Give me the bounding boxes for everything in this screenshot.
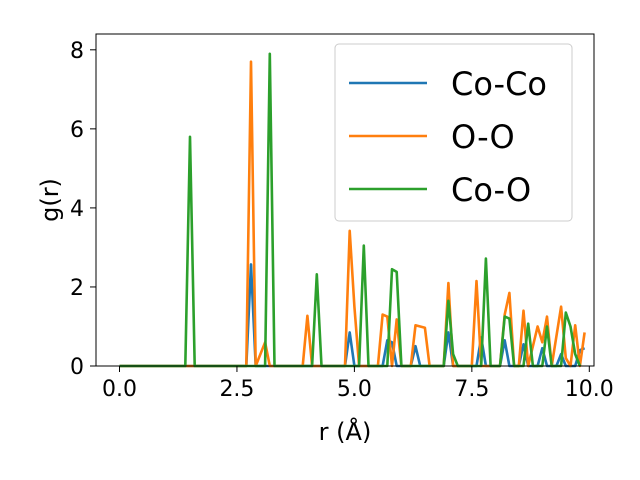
y-axis: 0 2 4 6 8 — [70, 39, 96, 380]
x-tick-label: 10.0 — [565, 377, 614, 402]
x-tick-label: 5.0 — [337, 377, 372, 402]
y-tick-label: 6 — [70, 118, 84, 143]
legend: Co-Co O-O Co-O — [334, 43, 573, 222]
y-tick-label: 8 — [70, 39, 84, 64]
plot-frame — [95, 33, 595, 367]
y-axis-label: g(r) — [36, 178, 64, 222]
y-tick-label: 2 — [70, 276, 84, 301]
x-tick-label: 0.0 — [102, 377, 137, 402]
x-tick-label: 7.5 — [454, 377, 489, 402]
legend-label-0: Co-Co — [451, 65, 547, 103]
y-tick-label: 4 — [70, 197, 84, 222]
y-tick-label: 0 — [70, 355, 84, 380]
x-tick-label: 2.5 — [219, 377, 254, 402]
legend-box — [334, 43, 573, 222]
x-axis: 0.0 2.5 5.0 7.5 10.0 — [102, 366, 614, 402]
legend-label-2: Co-O — [451, 171, 531, 209]
x-axis-label: r (Å) — [319, 417, 372, 446]
legend-label-1: O-O — [451, 118, 515, 156]
